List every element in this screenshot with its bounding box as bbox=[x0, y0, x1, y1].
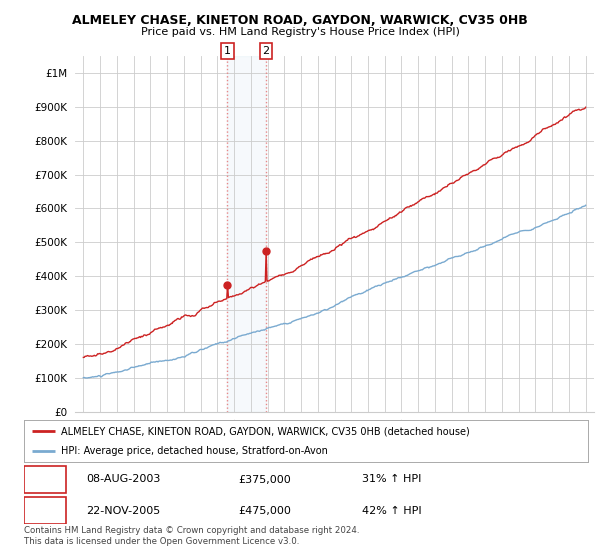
Text: ALMELEY CHASE, KINETON ROAD, GAYDON, WARWICK, CV35 0HB: ALMELEY CHASE, KINETON ROAD, GAYDON, WAR… bbox=[72, 14, 528, 27]
Text: 42% ↑ HPI: 42% ↑ HPI bbox=[362, 506, 422, 516]
Text: 08-AUG-2003: 08-AUG-2003 bbox=[86, 474, 160, 484]
FancyBboxPatch shape bbox=[24, 497, 66, 524]
Text: £375,000: £375,000 bbox=[238, 474, 291, 484]
Text: 1: 1 bbox=[41, 474, 49, 484]
Text: 31% ↑ HPI: 31% ↑ HPI bbox=[362, 474, 422, 484]
Text: HPI: Average price, detached house, Stratford-on-Avon: HPI: Average price, detached house, Stra… bbox=[61, 446, 328, 456]
Bar bbox=[227, 56, 266, 412]
Text: £475,000: £475,000 bbox=[238, 506, 291, 516]
Text: 2: 2 bbox=[41, 506, 49, 516]
Text: Contains HM Land Registry data © Crown copyright and database right 2024.
This d: Contains HM Land Registry data © Crown c… bbox=[24, 526, 359, 546]
Text: ALMELEY CHASE, KINETON ROAD, GAYDON, WARWICK, CV35 0HB (detached house): ALMELEY CHASE, KINETON ROAD, GAYDON, WAR… bbox=[61, 426, 469, 436]
Text: 2: 2 bbox=[262, 46, 269, 56]
Text: Price paid vs. HM Land Registry's House Price Index (HPI): Price paid vs. HM Land Registry's House … bbox=[140, 27, 460, 37]
Text: 1: 1 bbox=[224, 46, 231, 56]
Text: 22-NOV-2005: 22-NOV-2005 bbox=[86, 506, 160, 516]
FancyBboxPatch shape bbox=[24, 466, 66, 493]
